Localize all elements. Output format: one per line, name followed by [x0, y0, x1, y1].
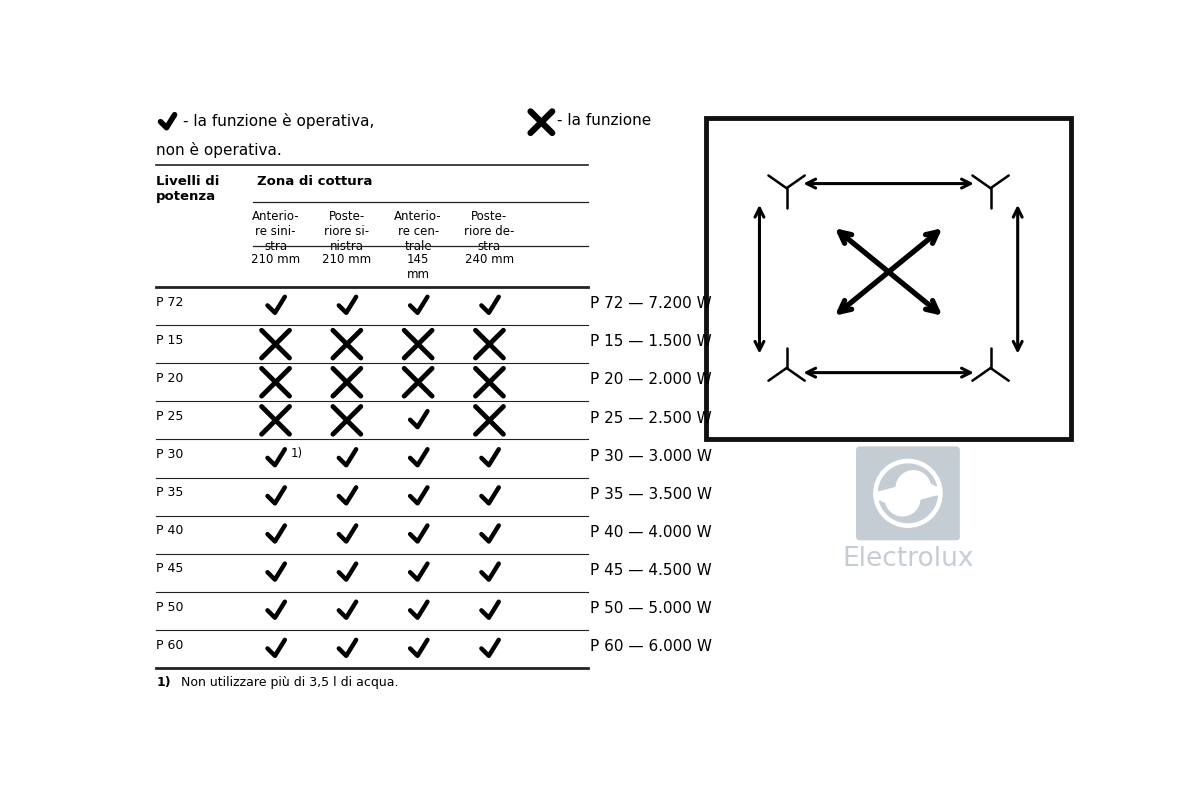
Text: Anterio-
re sini-
stra: Anterio- re sini- stra	[252, 210, 299, 253]
Text: P 72 — 7.200 W: P 72 — 7.200 W	[590, 296, 712, 311]
Text: Anterio-
re cen-
trale: Anterio- re cen- trale	[395, 210, 442, 253]
Text: Poste-
riore si-
nistra: Poste- riore si- nistra	[324, 210, 370, 253]
Text: P 50 — 5.000 W: P 50 — 5.000 W	[590, 601, 712, 616]
Polygon shape	[880, 496, 937, 522]
Text: P 35: P 35	[156, 486, 184, 499]
Text: P 60: P 60	[156, 638, 184, 652]
FancyBboxPatch shape	[856, 446, 960, 540]
Text: Livelli di
potenza: Livelli di potenza	[156, 174, 220, 202]
Text: non è operativa.: non è operativa.	[156, 142, 282, 158]
Text: P 30: P 30	[156, 448, 184, 461]
Text: P 20 — 2.000 W: P 20 — 2.000 W	[590, 373, 712, 387]
Text: P 35 — 3.500 W: P 35 — 3.500 W	[590, 486, 713, 502]
Text: Non utilizzare più di 3,5 l di acqua.: Non utilizzare più di 3,5 l di acqua.	[173, 676, 398, 689]
Text: 210 mm: 210 mm	[251, 253, 300, 266]
Text: P 25: P 25	[156, 410, 184, 423]
Text: 210 mm: 210 mm	[323, 253, 372, 266]
Text: P 40: P 40	[156, 524, 184, 538]
Text: P 15: P 15	[156, 334, 184, 346]
Text: 240 mm: 240 mm	[464, 253, 514, 266]
Text: Poste-
riore de-
stra: Poste- riore de- stra	[464, 210, 515, 253]
Text: P 60 — 6.000 W: P 60 — 6.000 W	[590, 639, 713, 654]
Text: 1): 1)	[292, 446, 304, 459]
Text: Electrolux: Electrolux	[842, 546, 973, 573]
Text: - la funzione è operativa,: - la funzione è operativa,	[182, 113, 374, 129]
Text: P 25 — 2.500 W: P 25 — 2.500 W	[590, 410, 712, 426]
Text: Zona di cottura: Zona di cottura	[257, 174, 372, 187]
Text: P 15 — 1.500 W: P 15 — 1.500 W	[590, 334, 712, 350]
Text: - la funzione: - la funzione	[557, 113, 652, 128]
Text: P 50: P 50	[156, 601, 184, 614]
Text: P 40 — 4.000 W: P 40 — 4.000 W	[590, 525, 712, 540]
Text: P 30 — 3.000 W: P 30 — 3.000 W	[590, 449, 713, 464]
Text: 145
mm: 145 mm	[407, 253, 430, 281]
Text: P 45 — 4.500 W: P 45 — 4.500 W	[590, 563, 712, 578]
Text: P 20: P 20	[156, 372, 184, 385]
Text: P 45: P 45	[156, 562, 184, 575]
Bar	[707, 118, 1070, 438]
Text: 1): 1)	[156, 676, 170, 689]
Text: P 72: P 72	[156, 296, 184, 309]
Circle shape	[874, 459, 942, 527]
Polygon shape	[878, 464, 936, 490]
